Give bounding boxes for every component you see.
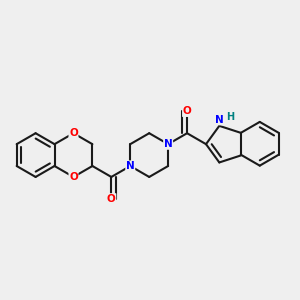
Text: O: O	[107, 194, 116, 204]
Text: O: O	[69, 172, 78, 182]
Text: O: O	[69, 128, 78, 138]
Text: N: N	[215, 115, 224, 125]
Text: H: H	[226, 112, 235, 122]
Text: N: N	[164, 139, 172, 149]
Text: N: N	[126, 161, 135, 171]
Text: O: O	[183, 106, 191, 116]
